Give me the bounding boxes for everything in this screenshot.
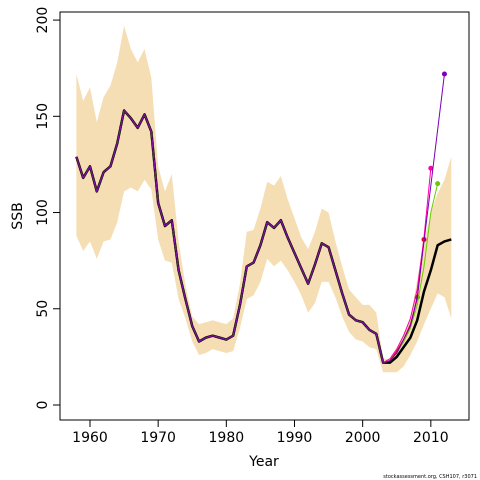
confidence-band: [76, 25, 452, 373]
footer: stockassessment.org, CSH107, r3071: [383, 474, 477, 480]
y-tick-label: 150: [35, 103, 51, 130]
x-tick-label: 1960: [72, 430, 108, 446]
y-tick-label: 100: [35, 199, 51, 226]
x-tick-label: 1970: [140, 430, 176, 446]
x-tick-label: 2000: [345, 430, 381, 446]
x-tick-label: 1990: [277, 430, 313, 446]
end-point: [435, 181, 441, 187]
y-tick-label: 0: [35, 401, 51, 410]
y-tick-label: 200: [35, 7, 51, 34]
end-point: [428, 165, 434, 171]
end-point: [441, 71, 447, 77]
x-tick-label: 1980: [209, 430, 245, 446]
x-tick-label: 2010: [413, 430, 449, 446]
y-tick-label: 50: [35, 300, 51, 318]
x-axis-label: Year: [248, 454, 279, 470]
series-line: [75, 73, 445, 364]
plot-frame: [59, 11, 470, 421]
y-axis-label: SSB: [10, 202, 26, 229]
